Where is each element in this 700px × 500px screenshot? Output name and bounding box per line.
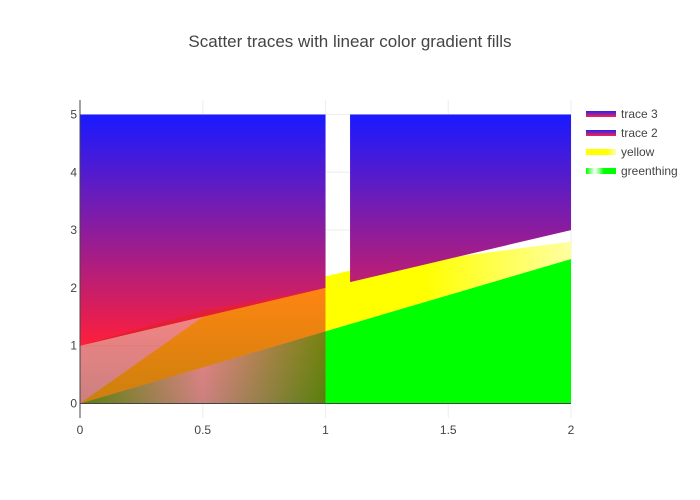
legend: trace 3 trace 2 yellow greenthing xyxy=(586,107,678,178)
series-trace-2-fill[interactable] xyxy=(80,287,326,404)
legend-swatch xyxy=(586,168,616,174)
x-tick-label: 0 xyxy=(77,423,84,437)
y-tick-label: 4 xyxy=(70,165,77,179)
legend-label: yellow xyxy=(621,145,655,159)
legend-label: trace 2 xyxy=(621,126,658,140)
x-tick-label: 1 xyxy=(322,423,329,437)
y-tick-label: 2 xyxy=(70,281,77,295)
legend-swatch xyxy=(586,149,616,155)
x-tick-label: 1.5 xyxy=(440,423,457,437)
y-tick-label: 1 xyxy=(70,339,77,353)
legend-item-greenthing[interactable]: greenthing xyxy=(586,164,678,178)
series-trace-3-fill[interactable] xyxy=(350,114,571,283)
chart-title: Scatter traces with linear color gradien… xyxy=(188,32,512,51)
x-tick-label: 0.5 xyxy=(194,423,211,437)
legend-item-trace-3[interactable]: trace 3 xyxy=(586,107,658,121)
plot-area xyxy=(80,114,571,404)
x-tick-label: 2 xyxy=(568,423,575,437)
y-tick-label: 3 xyxy=(70,223,77,237)
legend-swatch xyxy=(586,130,616,136)
axes: 0 0.5 1 1.5 2 0 1 2 3 4 5 xyxy=(70,100,575,437)
y-tick-label: 0 xyxy=(70,397,77,411)
legend-swatch xyxy=(586,111,616,117)
legend-item-trace-2[interactable]: trace 2 xyxy=(586,126,658,140)
legend-item-yellow[interactable]: yellow xyxy=(586,145,655,159)
legend-label: greenthing xyxy=(621,164,678,178)
legend-label: trace 3 xyxy=(621,107,658,121)
y-tick-label: 5 xyxy=(70,107,77,121)
series-trace-3-fill[interactable] xyxy=(80,114,326,346)
